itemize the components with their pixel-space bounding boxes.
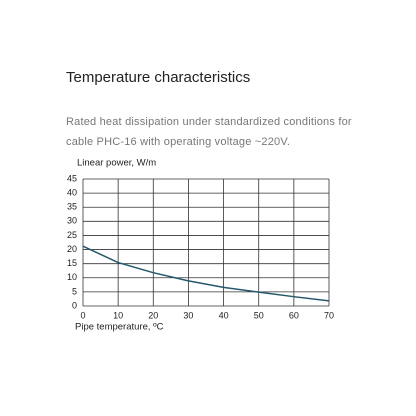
x-tick-label: 20 (148, 310, 158, 320)
y-tick-label: 20 (67, 244, 77, 254)
chart-title: Temperature characteristics (66, 69, 251, 86)
y-tick-label: 0 (72, 300, 77, 310)
y-tick-label: 10 (67, 272, 77, 282)
y-axis-title: Linear power, W/m (77, 158, 156, 169)
y-tick-label: 35 (67, 202, 77, 212)
x-tick-label: 10 (113, 310, 123, 320)
y-tick-label: 5 (72, 286, 77, 296)
data-line (82, 245, 330, 302)
x-tick-label: 70 (324, 310, 334, 320)
y-tick-label: 40 (67, 187, 77, 197)
y-tick-label: 45 (67, 173, 77, 183)
x-tick-label: 0 (80, 310, 85, 320)
x-tick-label: 40 (219, 310, 229, 320)
x-axis-title: Pipe temperature, ºC (75, 322, 164, 333)
chart-subtitle: Rated heat dissipation under standardize… (66, 116, 352, 148)
x-tick-label: 30 (183, 310, 193, 320)
y-tick-label: 25 (67, 230, 77, 240)
x-tick-label: 60 (289, 310, 299, 320)
x-tick-label: 50 (254, 310, 264, 320)
y-tick-label: 30 (67, 216, 77, 226)
y-tick-label: 15 (67, 258, 77, 268)
